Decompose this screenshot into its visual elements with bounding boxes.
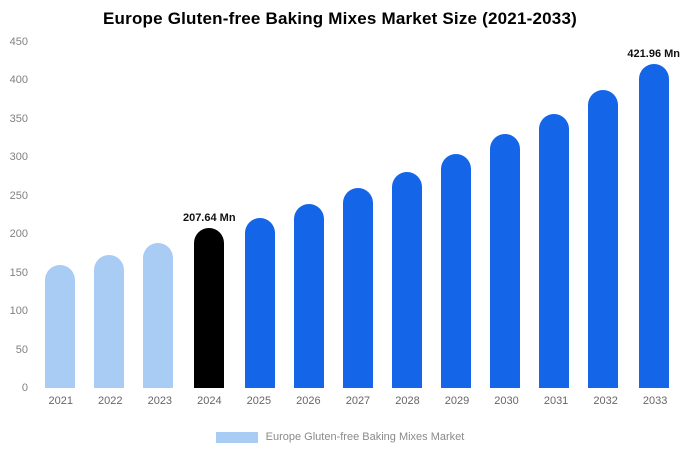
chart-title: Europe Gluten-free Baking Mixes Market S… [103, 9, 577, 28]
bar-column-2030 [480, 42, 529, 388]
bar-2033 [638, 63, 669, 388]
x-tick-label-2031: 2031 [543, 395, 569, 407]
y-tick-label: 200 [9, 228, 28, 241]
y-tick-label: 250 [9, 189, 28, 202]
legend-swatch [215, 431, 258, 443]
bar-2031 [538, 114, 569, 388]
bar-2032 [587, 89, 618, 388]
bar-2026 [294, 204, 325, 388]
y-tick-label: 300 [9, 151, 28, 164]
bar-2022 [94, 254, 125, 388]
x-tick-label-2026: 2026 [296, 395, 321, 407]
bar-value-label-2033: 421.96 Mn [627, 47, 680, 60]
bar-column-2028 [383, 42, 432, 388]
x-tick-label-2032: 2032 [593, 395, 618, 407]
bar-2025 [245, 218, 276, 388]
bar-2023 [143, 242, 174, 388]
y-tick-label: 50 [15, 343, 28, 356]
legend-label: Europe Gluten-free Baking Mixes Market [265, 431, 465, 443]
x-tick-label-2021: 2021 [48, 395, 73, 407]
bar-column-2023 [134, 42, 183, 388]
bar-column-2021 [36, 42, 85, 388]
bar-2021 [45, 264, 76, 388]
bar-column-2022 [85, 42, 134, 388]
x-tick-label-2025: 2025 [246, 395, 272, 407]
y-axis: 0 50 100 150 200 250 300 350 400 450 [0, 36, 30, 394]
x-tick-label-2024: 2024 [197, 395, 222, 407]
bar-value-label-2024: 207.64 Mn [182, 212, 236, 225]
x-tick-label-2028: 2028 [395, 395, 420, 407]
x-tick-label-2030: 2030 [494, 395, 519, 407]
bar-column-2031 [529, 42, 578, 388]
y-tick-label: 150 [9, 266, 28, 279]
bar-column-2027 [334, 42, 383, 388]
bar-2027 [343, 188, 373, 388]
bar-2024 [194, 228, 225, 388]
bar-column-2025 [236, 42, 285, 388]
bar-column-2033: 421.96 Mn [627, 42, 680, 388]
y-tick-label: 0 [21, 382, 28, 394]
bar-2028 [391, 171, 422, 388]
y-tick-label: 450 [9, 36, 28, 48]
x-tick-label-2022: 2022 [98, 395, 123, 407]
plot-area: 207.64 Mn 421.96 Mn [36, 42, 680, 388]
x-tick-label-2029: 2029 [444, 395, 470, 407]
y-tick-label: 100 [9, 305, 28, 318]
x-tick-label-2027: 2027 [345, 395, 371, 407]
bar-2029 [440, 154, 471, 388]
y-tick-label: 350 [9, 112, 28, 125]
x-axis: 2021 2022 2023 2024 2025 2026 2027 2028 2029 2030… [36, 395, 680, 407]
bar-column-2026 [285, 42, 334, 388]
bar-series: 207.64 Mn 421.96 Mn [36, 42, 680, 388]
bar-column-2032 [578, 42, 627, 388]
bar-2030 [489, 134, 520, 388]
x-tick-label-2023: 2023 [147, 395, 173, 407]
bar-column-2024: 207.64 Mn [183, 42, 236, 388]
y-tick-label: 400 [9, 74, 28, 87]
bar-column-2029 [431, 42, 480, 388]
legend: Europe Gluten-free Baking Mixes Market [0, 431, 680, 443]
x-tick-label-2033: 2033 [642, 395, 668, 407]
